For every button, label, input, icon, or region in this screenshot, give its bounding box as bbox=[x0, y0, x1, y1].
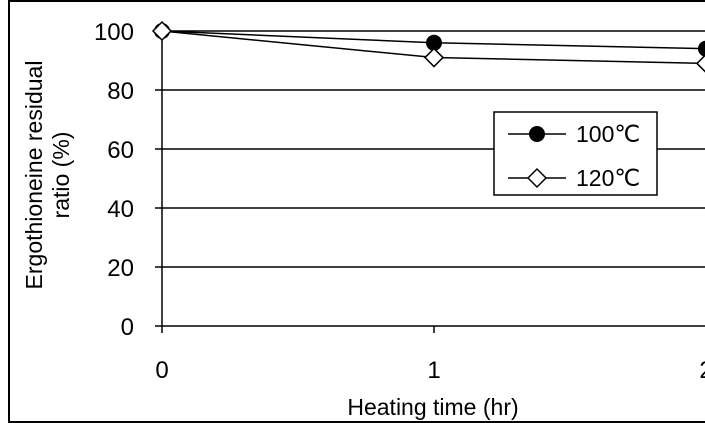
y-tick-label-60: 60 bbox=[107, 137, 134, 164]
series-1-point-1 bbox=[423, 47, 445, 68]
y-tick-label-0: 0 bbox=[121, 314, 134, 341]
y-tick-label-80: 80 bbox=[107, 78, 134, 105]
legend-marker-100c bbox=[529, 126, 545, 142]
x-tick-label-2: 2 bbox=[699, 357, 705, 384]
legend: 100℃ 120℃ bbox=[493, 111, 658, 196]
series-1-point-0 bbox=[151, 20, 173, 42]
y-tick-label-100: 100 bbox=[94, 19, 134, 46]
legend-marker-120c bbox=[526, 167, 548, 189]
y-tick-label-40: 40 bbox=[107, 196, 134, 223]
y-tick-label-20: 20 bbox=[107, 255, 134, 282]
legend-box bbox=[493, 111, 658, 196]
series-0-point-1 bbox=[426, 34, 442, 51]
axes: 0 20 40 60 80 100 0 1 2 bbox=[94, 19, 705, 384]
x-axis-title: Heating time (hr) bbox=[347, 394, 518, 420]
y-axis-title-line-2: ratio (%) bbox=[48, 132, 74, 219]
series-0-point-2 bbox=[698, 40, 705, 57]
series-1-point-2 bbox=[695, 54, 705, 73]
legend-label-120c: 120℃ bbox=[576, 165, 640, 191]
y-axis-title-line-1: Ergothioneine residual bbox=[21, 61, 47, 290]
chart-frame bbox=[8, 0, 705, 423]
plot-series bbox=[151, 20, 705, 73]
x-tick-label-1: 1 bbox=[427, 357, 440, 384]
legend-label-100c: 100℃ bbox=[576, 121, 640, 147]
x-tick-label-0: 0 bbox=[155, 357, 168, 384]
